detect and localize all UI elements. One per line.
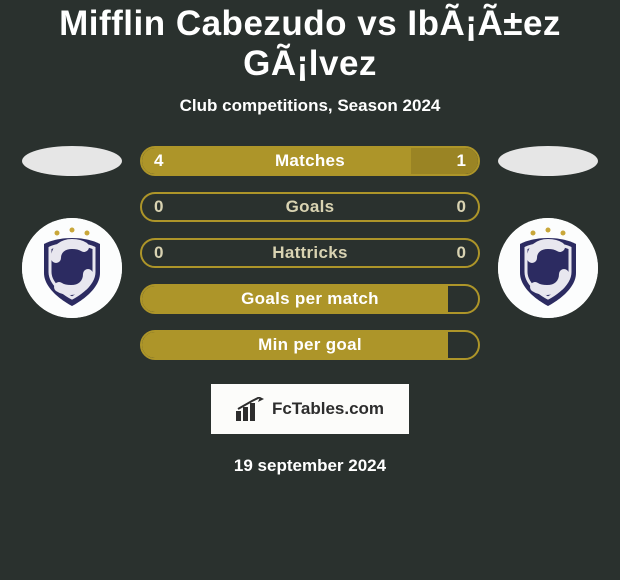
player-left-col — [22, 144, 122, 318]
stat-value-right: 0 — [457, 197, 466, 217]
stat-row: Goals per match — [140, 284, 480, 314]
stat-value-left: 0 — [154, 197, 163, 217]
stat-value-right: 0 — [457, 243, 466, 263]
stat-label: Goals — [286, 197, 335, 217]
stat-value-left: 4 — [154, 151, 163, 171]
player-right-avatar-placeholder — [498, 146, 598, 176]
stat-value-left: 0 — [154, 243, 163, 263]
stat-label: Matches — [275, 151, 345, 171]
shield-icon — [498, 218, 598, 318]
branding-pill: FcTables.com — [211, 384, 409, 434]
stat-row: Goals 0 0 — [140, 192, 480, 222]
date-text: 19 september 2024 — [234, 456, 386, 476]
chart-icon — [236, 397, 264, 421]
stat-label: Hattricks — [272, 243, 347, 263]
club-crest-right — [498, 218, 598, 318]
branding-text: FcTables.com — [272, 399, 384, 419]
stats-list: Matches 4 1 Goals 0 0 Hattricks 0 0 Goals per mat… — [140, 144, 480, 360]
club-crest-left — [22, 218, 122, 318]
stat-value-right: 1 — [457, 151, 466, 171]
shield-icon — [22, 218, 122, 318]
stat-row: Min per goal — [140, 330, 480, 360]
page-title: Mifflin Cabezudo vs IbÃ¡Ã±ez GÃ¡lvez — [0, 4, 620, 84]
stat-label: Goals per match — [241, 289, 379, 309]
page-subtitle: Club competitions, Season 2024 — [180, 96, 441, 116]
player-left-avatar-placeholder — [22, 146, 122, 176]
stat-bar-right — [411, 148, 478, 174]
stat-row: Hattricks 0 0 — [140, 238, 480, 268]
stat-label: Min per goal — [258, 335, 362, 355]
player-right-col — [498, 144, 598, 318]
comparison-row: Matches 4 1 Goals 0 0 Hattricks 0 0 Goals per mat… — [0, 144, 620, 360]
stat-row: Matches 4 1 — [140, 146, 480, 176]
